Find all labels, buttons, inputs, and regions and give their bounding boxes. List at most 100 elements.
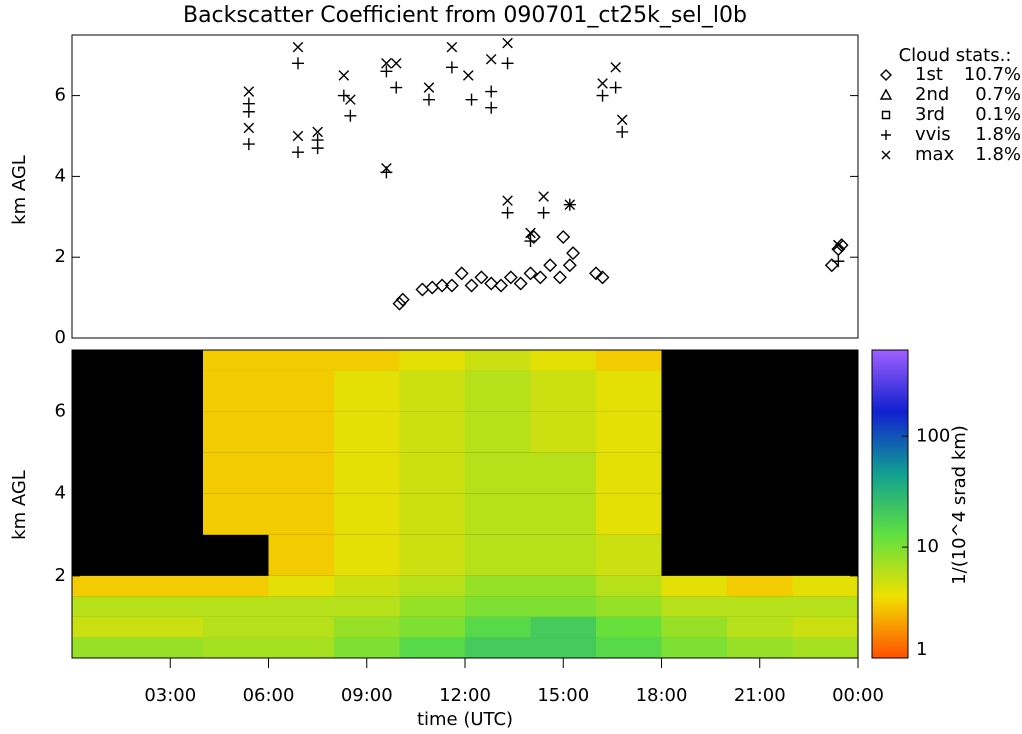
heatmap-cell xyxy=(72,596,138,617)
marker xyxy=(525,227,536,239)
heatmap-cell xyxy=(530,575,596,597)
y-tick-label: 4 xyxy=(55,165,66,186)
x-axis-label: time (UTC) xyxy=(417,709,513,730)
legend-value: 10.7% xyxy=(964,64,1021,85)
marker xyxy=(242,97,255,110)
heatmap-cell xyxy=(596,411,662,453)
marker xyxy=(474,270,489,285)
marker xyxy=(616,114,628,126)
marker xyxy=(533,270,548,285)
marker xyxy=(446,41,458,53)
marker xyxy=(494,278,509,293)
legend-label: 3rd xyxy=(915,104,945,125)
heatmap-cell xyxy=(465,411,531,453)
marker xyxy=(596,89,609,102)
marker xyxy=(537,206,550,219)
heatmap-cell xyxy=(530,534,596,576)
heatmap-cell xyxy=(399,575,465,597)
marker xyxy=(566,246,581,261)
heatmap-cell xyxy=(399,350,465,371)
heatmap-cell xyxy=(792,596,858,617)
heatmap-cell xyxy=(596,350,662,371)
heatmap-cell xyxy=(465,616,531,638)
heatmap-cell xyxy=(465,350,531,371)
legend-value: 1.8% xyxy=(975,144,1021,165)
heatmap-cell xyxy=(137,637,203,658)
heatmap-cell xyxy=(203,637,269,658)
marker xyxy=(337,89,350,102)
marker xyxy=(435,278,450,293)
heatmap-cell xyxy=(530,637,596,658)
axes xyxy=(71,34,859,339)
y-tick-label: 0 xyxy=(55,327,66,348)
x-tick-label: 09:00 xyxy=(341,685,393,706)
marker xyxy=(445,61,458,74)
heatmap-cell xyxy=(792,616,858,638)
heatmap-cell xyxy=(334,493,400,535)
x-tick-label: 21:00 xyxy=(734,685,786,706)
heatmap-cell xyxy=(727,575,793,597)
marker xyxy=(381,57,392,69)
marker xyxy=(380,65,393,78)
heatmap-cell xyxy=(334,637,400,658)
heatmap-cell xyxy=(465,493,531,535)
heatmap-cell xyxy=(530,370,596,412)
marker xyxy=(243,86,255,97)
heatmap-cell xyxy=(203,616,269,638)
legend-label: vvis xyxy=(915,124,951,145)
heatmap-cell xyxy=(203,452,269,494)
colorbar xyxy=(871,349,909,659)
heatmap-cell xyxy=(72,637,138,658)
marker xyxy=(524,235,537,248)
legend-marker xyxy=(879,88,893,100)
marker xyxy=(425,280,440,295)
y-tick-label: 6 xyxy=(55,85,66,106)
x-tick-label: 00:00 xyxy=(832,685,884,706)
marker xyxy=(609,81,622,94)
marker xyxy=(390,57,402,69)
heatmap-cell xyxy=(596,534,662,576)
marker xyxy=(464,278,479,293)
heatmap-cell xyxy=(203,575,269,597)
marker xyxy=(484,276,499,291)
marker xyxy=(242,138,255,151)
heatmap-cell xyxy=(137,575,203,597)
marker xyxy=(345,94,356,105)
heatmap-cell xyxy=(268,411,334,453)
heatmap-cell xyxy=(596,370,662,412)
x-tick-label: 15:00 xyxy=(537,685,589,706)
plot-frame xyxy=(71,34,859,339)
colorbar-tick-label: 1 xyxy=(916,639,927,660)
heatmap-cell xyxy=(661,596,727,617)
marker xyxy=(243,122,255,134)
colorbar-label: 1/(10^4 srad km) xyxy=(949,425,970,585)
marker xyxy=(444,278,459,293)
y-tick-label: 2 xyxy=(55,246,66,267)
heatmap-cell xyxy=(72,575,138,597)
heatmap-cell xyxy=(792,637,858,658)
heatmap-cell xyxy=(203,411,269,453)
heatmap-cell xyxy=(334,575,400,597)
colorbar-tick-label: 100 xyxy=(916,425,950,446)
marker xyxy=(292,41,304,53)
y-axis-label: km AGL xyxy=(9,470,30,540)
marker xyxy=(502,195,513,206)
marker xyxy=(556,230,571,244)
x-tick-label: 18:00 xyxy=(636,685,688,706)
y-tick-label: 4 xyxy=(55,483,66,504)
marker xyxy=(422,93,435,106)
marker xyxy=(465,93,478,106)
marker xyxy=(824,258,839,273)
heatmap-cell xyxy=(530,596,596,617)
marker xyxy=(501,206,514,219)
marker xyxy=(610,62,621,73)
heatmap-cell xyxy=(399,452,465,494)
heatmap-cell xyxy=(203,493,269,535)
marker xyxy=(833,239,844,251)
marker xyxy=(538,191,549,202)
legend-value: 0.1% xyxy=(975,104,1021,125)
heatmap-cell xyxy=(334,370,400,412)
legend-marker xyxy=(880,69,892,81)
marker xyxy=(392,296,407,311)
marker xyxy=(562,258,577,273)
